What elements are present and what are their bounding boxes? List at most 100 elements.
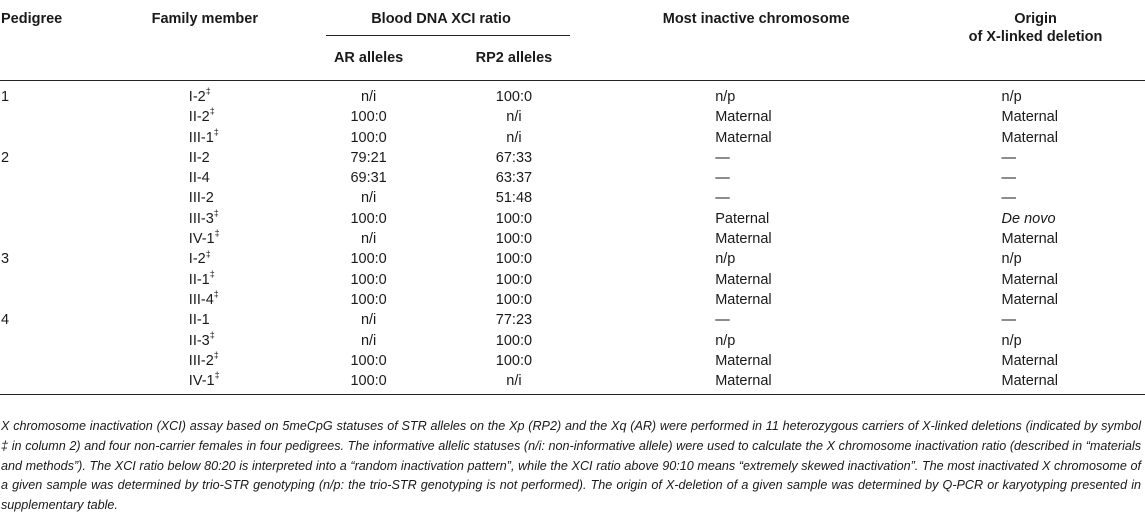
table-row: III-2 n/i 51:48 — —	[0, 188, 1145, 208]
cell-most-inactive: n/p	[586, 331, 926, 351]
member-id: II-4	[188, 170, 210, 187]
cell-rp2-alleles: 100:0	[495, 251, 533, 268]
cell-rp2-alleles: 67:33	[495, 149, 533, 166]
header-rp2-alleles: RP2 alleles	[475, 50, 553, 66]
member-id: IV-1	[188, 373, 215, 390]
cell-rp2-alleles: n/i	[506, 109, 522, 126]
origin-value: n/p	[1001, 251, 1022, 268]
carrier-symbol: ‡	[213, 126, 219, 137]
member-id: II-2	[188, 149, 210, 166]
cell-rp2-alleles: n/i	[441, 371, 587, 396]
member-wrap: IV-1‡	[189, 371, 229, 391]
most-inactive-value: Maternal	[715, 373, 772, 390]
origin-value: Maternal	[1001, 129, 1058, 146]
member-id: III-2	[188, 352, 214, 369]
table-row: II-4 69:31 63:37 — —	[0, 168, 1145, 188]
member-id: II-3	[188, 332, 210, 349]
cell-most-inactive: Maternal	[586, 128, 926, 148]
cell-family-member: I-2‡	[114, 81, 296, 108]
cell-ar-alleles: n/i	[360, 190, 377, 207]
cell-family-member: IV-1‡	[114, 229, 296, 249]
origin-value: Maternal	[1001, 109, 1058, 126]
member-wrap: III-2	[189, 188, 229, 208]
most-inactive-value: Maternal	[715, 291, 772, 308]
header-row-top: Pedigree Family member Blood DNA XCI rat…	[0, 0, 1145, 45]
table-row: 1 I-2‡ n/i 100:0 n/p n/p	[0, 81, 1145, 108]
carrier-symbol: ‡	[205, 248, 211, 259]
carrier-symbol: ‡	[213, 207, 219, 218]
header-origin-line1: Origin	[1014, 11, 1057, 27]
cell-family-member: I-2‡	[114, 249, 296, 269]
table-row: III-2‡ 100:0 100:0 Maternal Maternal	[0, 351, 1145, 371]
member-wrap: II-2‡	[189, 107, 229, 127]
cell-origin: —	[926, 188, 1145, 208]
table-row: 3 I-2‡ 100:0 100:0 n/p n/p	[0, 249, 1145, 269]
cell-family-member: III-2	[114, 188, 296, 208]
cell-ar-alleles: n/i	[360, 332, 377, 349]
cell-origin: Maternal	[926, 351, 1145, 371]
cell-origin: n/p	[926, 81, 1145, 108]
header-group-rule	[325, 35, 571, 36]
table-row: II-2‡ 100:0 n/i Maternal Maternal	[0, 107, 1145, 127]
cell-origin: Maternal	[926, 270, 1145, 290]
cell-most-inactive: —	[586, 168, 926, 188]
origin-value: Maternal	[1001, 291, 1058, 308]
member-wrap: III-2‡	[189, 351, 229, 371]
cell-origin: —	[926, 168, 1145, 188]
most-inactive-value: Maternal	[715, 109, 772, 126]
most-inactive-value: n/p	[715, 251, 736, 268]
cell-rp2-alleles: 100:0	[495, 89, 533, 105]
member-id: II-1	[188, 271, 210, 288]
cell-rp2-alleles: 51:48	[495, 190, 533, 207]
cell-ar-alleles: 100:0	[350, 251, 387, 268]
cell-rp2-alleles: 100:0	[495, 271, 533, 288]
cell-origin: Maternal	[926, 371, 1145, 396]
cell-origin: —	[926, 310, 1145, 330]
header-pedigree: Pedigree	[1, 11, 63, 27]
table-row: IV-1‡ n/i 100:0 Maternal Maternal	[0, 229, 1145, 249]
cell-most-inactive: Maternal	[586, 290, 926, 310]
member-id: IV-1	[188, 231, 215, 248]
cell-most-inactive: —	[586, 188, 926, 208]
cell-ar-alleles: 79:21	[350, 149, 387, 166]
cell-family-member: III-3‡	[114, 207, 296, 229]
origin-value: —	[1001, 312, 1017, 329]
most-inactive-value: —	[715, 170, 730, 187]
carrier-symbol: ‡	[209, 329, 215, 340]
member-id: II-2	[188, 109, 210, 126]
cell-origin: Maternal	[926, 229, 1145, 249]
cell-ar-alleles: 100:0	[350, 352, 387, 369]
cell-ar-alleles: 100:0	[350, 210, 387, 227]
member-id: I-2	[188, 251, 206, 268]
cell-pedigree	[0, 290, 114, 310]
most-inactive-value: n/p	[715, 89, 736, 105]
cell-most-inactive: Maternal	[586, 371, 927, 396]
cell-pedigree	[0, 331, 114, 351]
cell-ar-alleles: 100:0	[350, 109, 387, 126]
cell-origin: Maternal	[926, 107, 1145, 127]
table-row: III-1‡ 100:0 n/i Maternal Maternal	[0, 126, 1145, 148]
carrier-symbol: ‡	[214, 228, 220, 239]
cell-origin: —	[926, 148, 1145, 168]
member-id: III-1	[188, 129, 214, 146]
cell-origin: Maternal	[926, 290, 1145, 310]
cell-most-inactive: Paternal	[586, 209, 926, 229]
xci-table: Pedigree Family member Blood DNA XCI rat…	[0, 0, 1145, 396]
cell-family-member: II-3‡	[114, 329, 296, 351]
member-wrap: I-2‡	[189, 87, 229, 107]
carrier-symbol: ‡	[209, 106, 215, 117]
cell-pedigree	[0, 229, 114, 249]
member-wrap: III-1‡	[188, 126, 229, 148]
header-row-sub: AR alleles RP2 alleles	[0, 43, 1145, 81]
cell-family-member: III-1‡	[114, 126, 296, 148]
member-wrap: III-3‡	[189, 207, 229, 229]
origin-value: Maternal	[1001, 271, 1058, 288]
member-wrap: II-2	[189, 148, 229, 168]
cell-pedigree	[0, 128, 114, 148]
cell-pedigree	[0, 188, 114, 208]
header-origin-line2: of X-linked deletion	[968, 29, 1103, 45]
cell-ar-alleles: 100:0	[350, 291, 387, 308]
cell-ar-alleles: 100:0	[295, 371, 442, 396]
header-most-inactive: Most inactive chromosome	[662, 11, 850, 27]
cell-pedigree: 4	[1, 312, 10, 329]
